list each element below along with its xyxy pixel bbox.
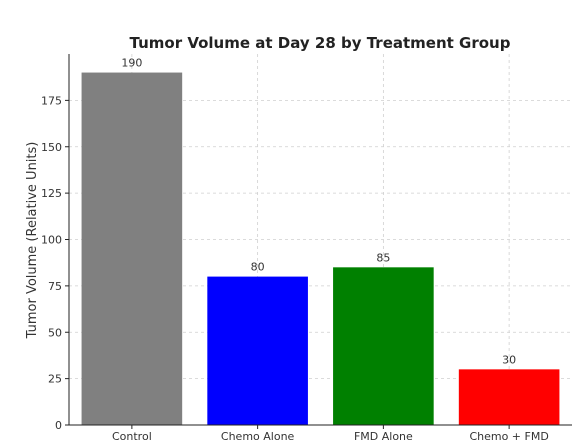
y-tick-label: 150 xyxy=(41,141,62,154)
bar-chemo-alone xyxy=(207,276,308,425)
chart-title: Tumor Volume at Day 28 by Treatment Grou… xyxy=(130,34,511,52)
y-tick-label: 125 xyxy=(41,187,62,200)
data-label: 190 xyxy=(121,57,142,70)
y-tick-label: 100 xyxy=(41,234,62,247)
y-ticks: 0 25 50 75 100 125 150 175 xyxy=(41,94,69,432)
x-tick-label: Control xyxy=(112,430,152,443)
y-tick-label: 75 xyxy=(48,280,62,293)
x-ticks: Control Chemo Alone FMD Alone Chemo + FMD xyxy=(112,425,549,443)
x-tick-label: Chemo Alone xyxy=(221,430,295,443)
bar-control xyxy=(81,72,183,426)
y-axis-label: Tumor Volume (Relative Units) xyxy=(25,142,40,340)
bar-fmd-alone xyxy=(333,267,434,425)
x-tick-label: Chemo + FMD xyxy=(469,430,548,443)
y-tick-label: 50 xyxy=(48,326,62,339)
bar-chemo-fmd xyxy=(458,369,560,425)
x-tick-label: FMD Alone xyxy=(354,430,413,443)
y-tick-label: 25 xyxy=(48,373,62,386)
y-tick-label: 0 xyxy=(55,419,62,432)
bars-layer xyxy=(81,72,560,426)
data-labels: 190 80 85 30 xyxy=(121,57,516,367)
data-label: 80 xyxy=(251,261,265,274)
data-label: 30 xyxy=(502,353,516,366)
data-label: 85 xyxy=(376,251,390,264)
y-tick-label: 175 xyxy=(41,94,62,107)
